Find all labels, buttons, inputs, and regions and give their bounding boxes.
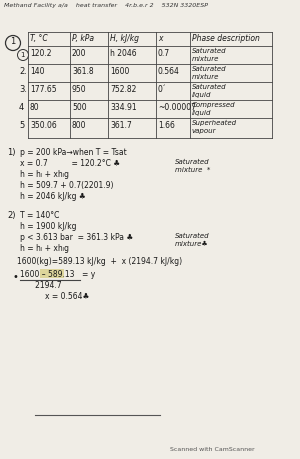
Text: P, kPa: P, kPa [72,34,94,43]
Text: = y: = y [82,270,95,279]
Text: 950: 950 [72,85,87,94]
Text: 361.7: 361.7 [110,121,132,130]
Text: Phase description: Phase description [192,34,260,43]
Text: x = 0.564♣: x = 0.564♣ [45,292,89,301]
Text: 177.65: 177.65 [30,85,57,94]
Text: H, kJ/kg: H, kJ/kg [110,34,139,43]
Text: 2): 2) [7,211,16,220]
Text: 1): 1) [7,148,16,157]
Text: 800: 800 [72,121,86,130]
Text: 752.82: 752.82 [110,85,136,94]
Text: Saturated: Saturated [192,84,226,90]
Text: mixture♣: mixture♣ [175,241,208,247]
Text: h = hₗ + xhₗg: h = hₗ + xhₗg [20,170,69,179]
Text: 350.06: 350.06 [30,121,57,130]
Text: Scanned with CamScanner: Scanned with CamScanner [170,447,255,452]
Text: liquid: liquid [192,92,212,98]
Text: p < 3.613 bar  = 361.3 kPa ♣: p < 3.613 bar = 361.3 kPa ♣ [20,233,133,242]
Text: Superheated: Superheated [192,120,237,126]
Bar [40,269,64,278]
Text: ~0.00007: ~0.00007 [158,103,196,112]
Text: 1600(kg)=589.13 kJ/kg  +  x (2194.7 kJ/kg): 1600(kg)=589.13 kJ/kg + x (2194.7 kJ/kg) [17,257,182,266]
Text: Saturated: Saturated [192,66,226,72]
Text: 4: 4 [19,103,24,112]
Text: •: • [12,272,18,282]
Text: 1.66: 1.66 [158,121,175,130]
Text: h = hₗ + xhₗg: h = hₗ + xhₗg [20,244,69,253]
Text: 334.91: 334.91 [110,103,136,112]
Text: mixture: mixture [192,74,219,80]
Text: 120.2: 120.2 [30,49,52,58]
Text: 500: 500 [72,103,87,112]
Text: 361.8: 361.8 [72,67,94,76]
Text: liquid: liquid [192,110,212,116]
Text: 0.564: 0.564 [158,67,180,76]
Text: 0´: 0´ [158,85,167,94]
Text: p = 200 kPa→when T = Tsat: p = 200 kPa→when T = Tsat [20,148,127,157]
Text: T, °C: T, °C [30,34,48,43]
Text: 1600 – 589.13: 1600 – 589.13 [20,270,74,279]
Text: 1600: 1600 [110,67,129,76]
Text: h = 509.7 + 0.7(2201.9): h = 509.7 + 0.7(2201.9) [20,181,113,190]
Text: Saturated: Saturated [175,233,210,239]
Text: T = 140°C: T = 140°C [20,211,59,220]
Text: mixture  *: mixture * [175,167,210,173]
Text: 80: 80 [30,103,40,112]
Text: 5: 5 [19,121,24,130]
Text: 200: 200 [72,49,86,58]
Text: x: x [158,34,163,43]
Text: 1: 1 [11,37,16,46]
Text: 2194.7: 2194.7 [28,281,61,290]
Text: 0.7: 0.7 [158,49,170,58]
Text: h 2046: h 2046 [110,49,136,58]
Text: 1: 1 [20,51,25,57]
Text: Saturated: Saturated [192,48,226,54]
Text: mixture: mixture [192,56,219,62]
Text: Methand Facility a/a    heat transfer    4r.b.e.r 2    532N 3320ESP: Methand Facility a/a heat transfer 4r.b.… [4,3,208,8]
Text: 3.: 3. [19,85,27,94]
Text: Saturated: Saturated [175,159,210,165]
Text: Compressed: Compressed [192,102,236,108]
Text: x = 0.7          = 120.2°C ♣: x = 0.7 = 120.2°C ♣ [20,159,120,168]
Text: h = 2046 kJ/kg ♣: h = 2046 kJ/kg ♣ [20,192,86,201]
Text: h = 1900 kJ/kg: h = 1900 kJ/kg [20,222,76,231]
Text: vapour: vapour [192,128,217,134]
Text: 140: 140 [30,67,44,76]
Text: 2.: 2. [19,67,27,76]
